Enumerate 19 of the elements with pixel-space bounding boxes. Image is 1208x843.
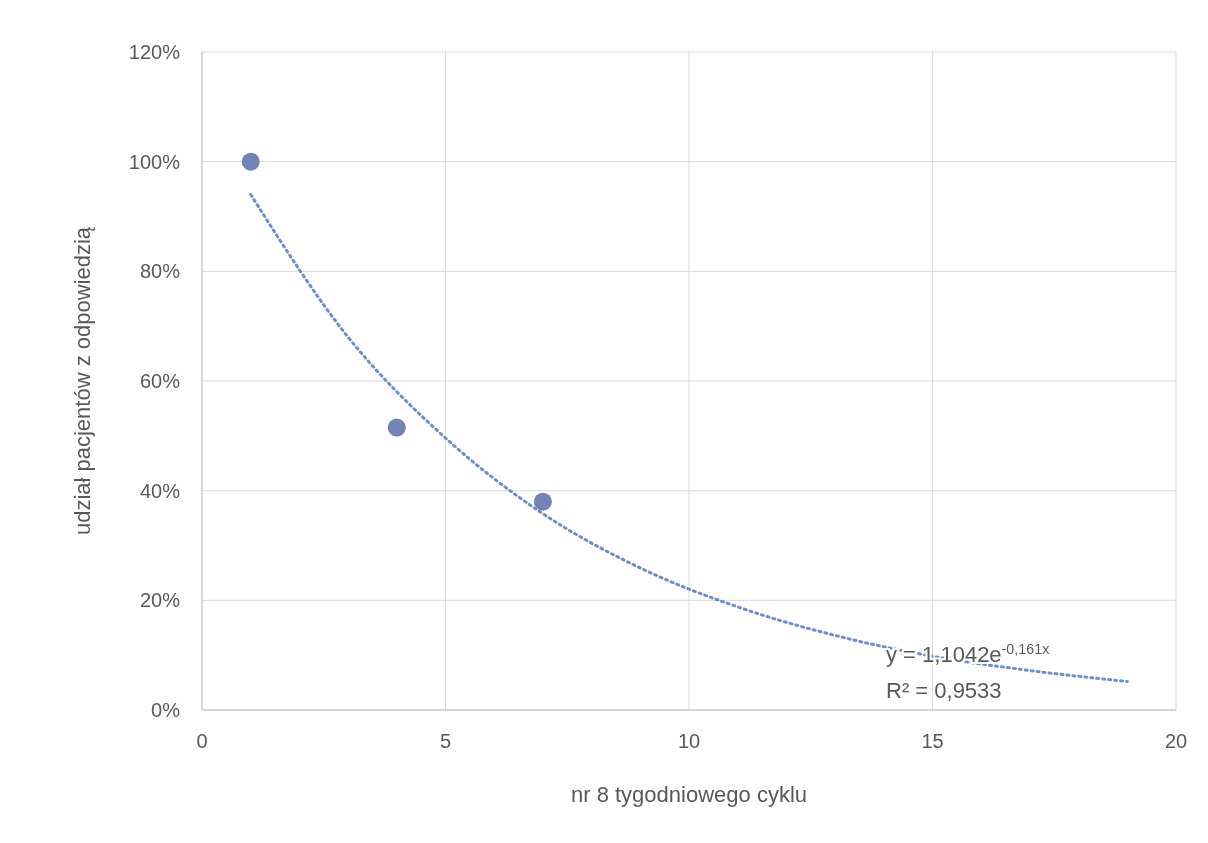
x-tick-label: 15 [921,730,944,752]
x-tick-label: 5 [439,730,452,752]
y-tick-label: 100% [128,150,181,173]
y-tick-label: 80% [139,260,181,283]
point [533,492,552,511]
x-axis-title: nr 8 tygodniowego cyklu [570,782,808,807]
y-tick-label: 40% [139,479,181,502]
line-series [249,193,1129,683]
x-tick-label: 0 [196,730,208,752]
annotation: R² = 0,9533 [886,678,1002,703]
point [387,418,406,437]
y-tick-label: 60% [139,370,181,392]
y-tick-label: 0% [151,699,181,721]
y-axis-title: udział pacjentów z odpowiedzią [70,226,95,536]
x-tick-label: 10 [677,730,701,752]
x-tick-label: 20 [1164,730,1188,752]
y-tick-label: 20% [139,589,181,612]
point [241,152,260,171]
y-tick-label: 120% [128,41,181,63]
